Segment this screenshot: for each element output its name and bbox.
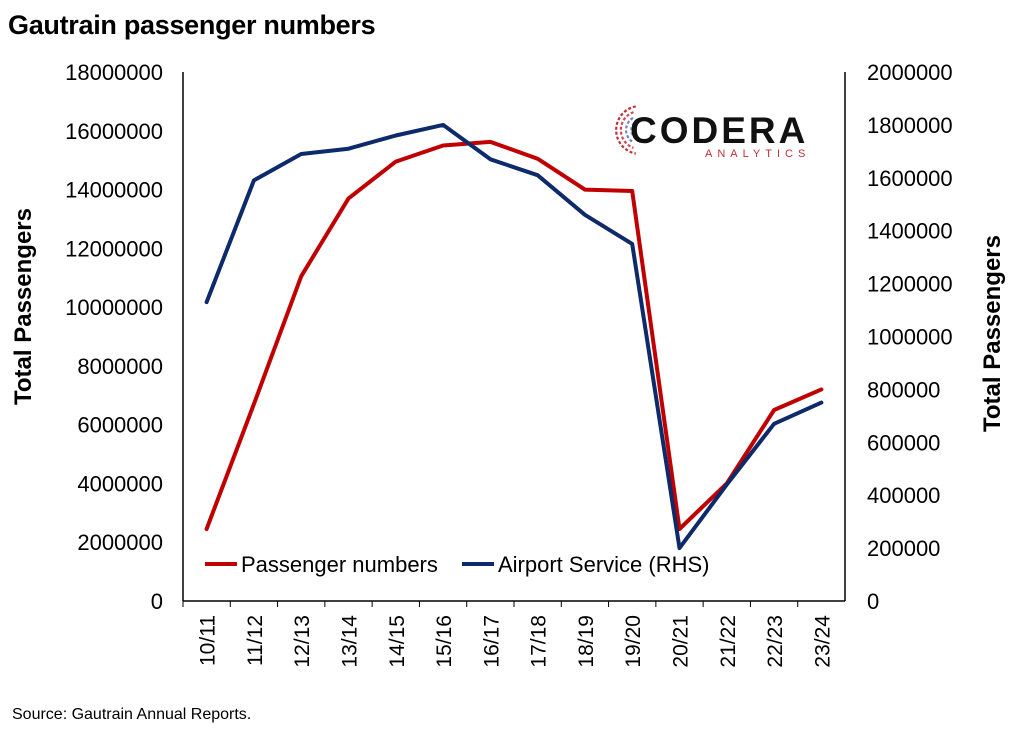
x-tick-label: 14/15 xyxy=(386,615,409,668)
y-tick-label-left: 8000000 xyxy=(77,354,163,379)
axes xyxy=(182,72,846,607)
series-line-airport-service xyxy=(204,122,824,551)
y-tick-label-left: 6000000 xyxy=(77,413,163,438)
logo-wordmark: CODERA xyxy=(630,110,808,151)
y-tick-label-right: 1800000 xyxy=(867,113,953,138)
y-tick-label-left: 2000000 xyxy=(77,530,163,555)
x-tick-label: 19/20 xyxy=(622,615,645,668)
logo-arc xyxy=(615,105,637,155)
x-tick-label: 18/19 xyxy=(575,615,598,668)
y-tick-label-right: 600000 xyxy=(867,430,940,455)
x-tick-label: 11/12 xyxy=(244,615,267,666)
x-tick-label: 15/16 xyxy=(433,615,456,668)
chart-title: Gautrain passenger numbers xyxy=(8,10,376,40)
logo-arc xyxy=(624,116,634,144)
x-tick-label: 10/11 xyxy=(197,615,220,666)
y-tick-label-right: 1400000 xyxy=(867,219,953,244)
legend-label-passenger-numbers: Passenger numbers xyxy=(241,552,438,577)
y-tick-label-left: 10000000 xyxy=(65,295,163,320)
y-tick-label-left: 16000000 xyxy=(65,119,163,144)
series-layer xyxy=(204,122,824,551)
logo-arc xyxy=(629,122,635,138)
x-tick-label: 22/23 xyxy=(764,615,787,668)
y-tick-label-left: 14000000 xyxy=(65,178,163,203)
y-tick-label-right: 1200000 xyxy=(867,272,953,297)
x-tick-label: 13/14 xyxy=(339,615,362,668)
y-axis-label-right: Total Passengers xyxy=(979,235,1006,432)
x-tick-label: 16/17 xyxy=(480,615,503,668)
legend-label-airport-service: Airport Service (RHS) xyxy=(498,552,709,577)
y-tick-label-right: 1000000 xyxy=(867,325,953,350)
x-tick-label: 21/22 xyxy=(717,615,740,668)
x-tick-label: 12/13 xyxy=(291,615,314,668)
y-tick-label-left: 12000000 xyxy=(65,236,163,261)
series-line-passenger-numbers xyxy=(204,139,824,531)
source-note: Source: Gautrain Annual Reports. xyxy=(12,706,252,723)
y-tick-label-right: 400000 xyxy=(867,483,940,508)
labels: 0200000040000006000000800000010000000120… xyxy=(10,60,1006,668)
y-axis-label-left: Total Passengers xyxy=(10,208,37,405)
y-tick-label-right: 1600000 xyxy=(867,166,953,191)
y-tick-label-right: 2000000 xyxy=(867,60,953,85)
y-tick-label-left: 0 xyxy=(151,589,163,614)
y-tick-label-right: 800000 xyxy=(867,377,940,402)
logo-arc xyxy=(619,111,634,149)
y-tick-label-left: 4000000 xyxy=(77,471,163,496)
y-tick-label-left: 18000000 xyxy=(65,60,163,85)
x-tick-label: 20/21 xyxy=(670,615,693,668)
y-tick-label-right: 200000 xyxy=(867,536,940,561)
x-tick-label: 17/18 xyxy=(528,615,551,668)
legend: Passenger numbers Airport Service (RHS) xyxy=(205,552,709,577)
logo-subtitle: ANALYTICS xyxy=(705,148,810,160)
y-tick-label-right: 0 xyxy=(867,589,879,614)
x-tick-label: 23/24 xyxy=(811,615,834,668)
